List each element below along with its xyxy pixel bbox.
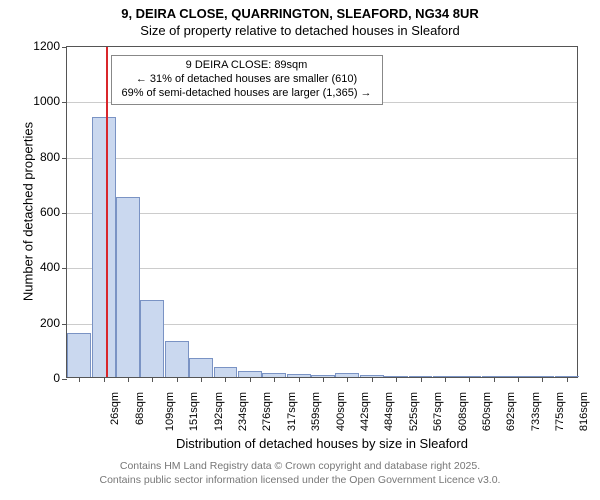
xtick-label: 608sqm [457, 392, 469, 431]
grid-line [67, 268, 577, 269]
xtick-mark [396, 377, 397, 382]
ytick-label: 800 [0, 150, 60, 164]
xtick-label: 775sqm [554, 392, 566, 431]
chart-title-line2: Size of property relative to detached ho… [0, 23, 600, 38]
footer-line2: Contains public sector information licen… [0, 474, 600, 488]
xtick-label: 733sqm [530, 392, 542, 431]
xtick-mark [177, 377, 178, 382]
histogram-bar [140, 300, 164, 377]
ytick-label: 400 [0, 260, 60, 274]
ytick-mark [62, 47, 67, 48]
histogram-bar [92, 117, 116, 377]
annotation-line3: 69% of semi-detached houses are larger (… [118, 87, 376, 101]
xtick-mark [201, 377, 202, 382]
xtick-mark [250, 377, 251, 382]
ytick-label: 200 [0, 316, 60, 330]
ytick-label: 600 [0, 205, 60, 219]
xtick-label: 68sqm [134, 392, 146, 425]
xtick-label: 359sqm [310, 392, 322, 431]
annotation-line2: ← 31% of detached houses are smaller (61… [118, 73, 376, 87]
xtick-mark [274, 377, 275, 382]
xtick-mark [542, 377, 543, 382]
xtick-label: 192sqm [213, 392, 225, 431]
xtick-mark [104, 377, 105, 382]
ytick-label: 0 [0, 371, 60, 385]
ytick-mark [62, 379, 67, 380]
xtick-label: 234sqm [237, 392, 249, 431]
xtick-label: 442sqm [359, 392, 371, 431]
histogram-chart: 9, DEIRA CLOSE, QUARRINGTON, SLEAFORD, N… [0, 0, 600, 500]
xtick-label: 317sqm [286, 392, 298, 431]
xtick-label: 816sqm [579, 392, 591, 431]
ytick-label: 1000 [0, 94, 60, 108]
histogram-bar [116, 197, 140, 377]
xtick-mark [445, 377, 446, 382]
xtick-label: 692sqm [505, 392, 517, 431]
xtick-label: 109sqm [164, 392, 176, 431]
ytick-mark [62, 158, 67, 159]
plot-area: 9 DEIRA CLOSE: 89sqm← 31% of detached ho… [66, 46, 578, 378]
xtick-label: 151sqm [188, 392, 200, 431]
xtick-label: 525sqm [408, 392, 420, 431]
x-axis-title: Distribution of detached houses by size … [66, 436, 578, 451]
histogram-bar [214, 367, 238, 377]
xtick-mark [128, 377, 129, 382]
xtick-label: 400sqm [335, 392, 347, 431]
xtick-mark [299, 377, 300, 382]
footer-attribution: Contains HM Land Registry data © Crown c… [0, 460, 600, 487]
xtick-mark [323, 377, 324, 382]
ytick-mark [62, 102, 67, 103]
chart-title-line1: 9, DEIRA CLOSE, QUARRINGTON, SLEAFORD, N… [0, 6, 600, 21]
xtick-mark [494, 377, 495, 382]
footer-line1: Contains HM Land Registry data © Crown c… [0, 460, 600, 474]
grid-line [67, 213, 577, 214]
histogram-bar [67, 333, 91, 377]
xtick-label: 26sqm [109, 392, 121, 425]
title-block: 9, DEIRA CLOSE, QUARRINGTON, SLEAFORD, N… [0, 0, 600, 38]
annotation-line1: 9 DEIRA CLOSE: 89sqm [118, 59, 376, 73]
xtick-mark [567, 377, 568, 382]
xtick-mark [421, 377, 422, 382]
annotation-box: 9 DEIRA CLOSE: 89sqm← 31% of detached ho… [111, 55, 383, 104]
histogram-bar [189, 358, 213, 377]
xtick-mark [372, 377, 373, 382]
xtick-label: 484sqm [384, 392, 396, 431]
xtick-label: 567sqm [432, 392, 444, 431]
xtick-mark [518, 377, 519, 382]
reference-line [106, 47, 108, 377]
xtick-mark [347, 377, 348, 382]
ytick-mark [62, 324, 67, 325]
xtick-mark [152, 377, 153, 382]
ytick-label: 1200 [0, 39, 60, 53]
xtick-mark [225, 377, 226, 382]
xtick-mark [469, 377, 470, 382]
ytick-mark [62, 268, 67, 269]
ytick-mark [62, 213, 67, 214]
xtick-label: 276sqm [262, 392, 274, 431]
xtick-label: 650sqm [481, 392, 493, 431]
xtick-mark [79, 377, 80, 382]
grid-line [67, 158, 577, 159]
histogram-bar [165, 341, 189, 377]
